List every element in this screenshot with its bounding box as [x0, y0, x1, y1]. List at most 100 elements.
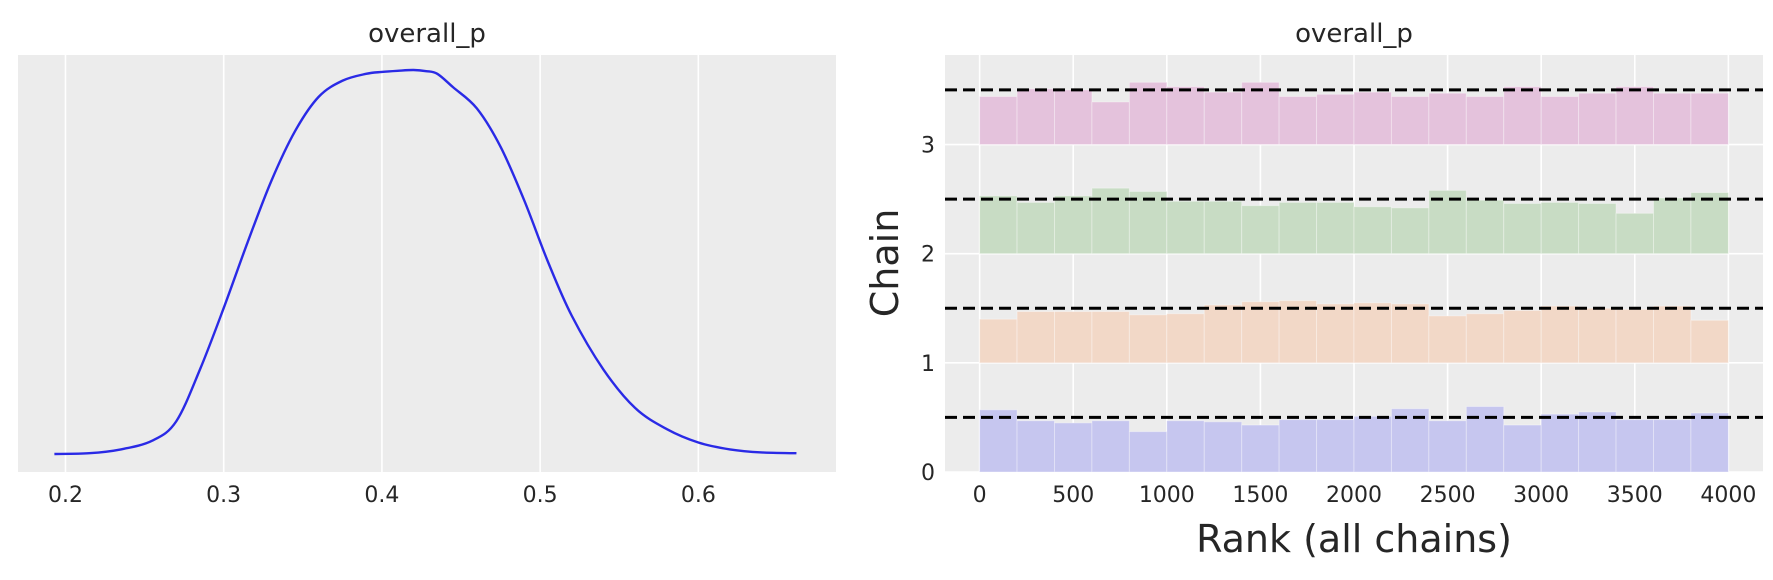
rank-bar-chain-3 — [1615, 86, 1654, 146]
rank-bar-chain-1 — [979, 318, 1018, 364]
rank-bar-chain-2 — [1690, 192, 1729, 255]
rank-bar-chain-1 — [1503, 309, 1542, 364]
rank-bar-chain-3 — [1278, 95, 1318, 146]
rank-x-tick-label: 500 — [1052, 483, 1094, 508]
rank-bar-chain-2 — [1353, 206, 1392, 255]
rank-bar-chain-3 — [1054, 89, 1093, 146]
rank-bar-chain-1 — [1353, 302, 1392, 364]
rank-bar-chain-0 — [1652, 419, 1692, 473]
rank-bar-chain-1 — [1578, 307, 1617, 364]
rank-bar-chain-2 — [1503, 202, 1542, 255]
rank-bar-chain-3 — [1503, 86, 1542, 146]
rank-bar-chain-1 — [1615, 308, 1654, 364]
rank-bar-chain-3 — [1128, 81, 1168, 146]
rank-x-ticks: 0 500 1000 1500 2000 2500 3000 3500 4000 — [973, 483, 1757, 508]
rank-bar-chain-1 — [1054, 311, 1093, 364]
rank-bar-chain-0 — [1091, 420, 1130, 473]
rank-y-ticks: 0 1 2 3 — [921, 134, 935, 486]
rank-bar-chain-3 — [1091, 101, 1130, 146]
rank-bar-chain-1 — [1690, 319, 1729, 364]
rank-x-axis-label: Rank (all chains) — [1196, 517, 1512, 561]
rank-bar-chain-3 — [1540, 95, 1580, 146]
rank-bar-chain-2 — [1016, 201, 1056, 255]
rank-y-tick-label: 0 — [921, 461, 935, 486]
rank-bar-chain-2 — [1540, 201, 1580, 255]
kde-grid — [64, 55, 700, 472]
rank-y-tick-label: 3 — [921, 134, 935, 159]
rank-bar-chain-3 — [1166, 86, 1205, 146]
rank-bar-chain-2 — [1390, 207, 1430, 255]
kde-plot-background — [18, 55, 836, 472]
rank-bar-chain-0 — [1353, 415, 1392, 473]
rank-bar-chain-1 — [1316, 303, 1355, 364]
rank-bar-chain-3 — [979, 95, 1018, 146]
rank-y-tick-label: 1 — [921, 352, 935, 377]
rank-bar-chain-1 — [1166, 313, 1205, 364]
kde-x-tick-label: 0.6 — [681, 483, 716, 508]
rank-bar-chain-0 — [1615, 419, 1654, 473]
rank-bar-chain-2 — [1316, 201, 1355, 255]
rank-bar-chain-0 — [1540, 413, 1580, 473]
rank-bar-chain-0 — [1578, 411, 1617, 473]
rank-x-tick-label: 2000 — [1326, 483, 1382, 508]
rank-bar-chain-1 — [1241, 301, 1280, 364]
rank-bar-chain-3 — [1016, 88, 1056, 146]
kde-x-tick-label: 0.3 — [206, 483, 241, 508]
kde-density-line — [54, 68, 797, 456]
rank-bar-chain-2 — [979, 195, 1018, 255]
rank-y-axis-label: Chain — [863, 209, 907, 318]
rank-x-tick-label: 3500 — [1607, 483, 1663, 508]
rank-bar-chain-2 — [1578, 202, 1617, 255]
rank-bar-chain-0 — [1390, 408, 1430, 473]
kde-x-tick-label: 0.4 — [364, 483, 399, 508]
rank-bar-chain-0 — [1690, 412, 1729, 473]
rank-bar-chain-2 — [1054, 195, 1093, 255]
rank-bar-chain-0 — [1316, 419, 1355, 473]
rank-x-tick-label: 2500 — [1420, 483, 1476, 508]
rank-bar-chain-2 — [1428, 189, 1467, 255]
rank-bar-chain-0 — [1128, 431, 1168, 473]
rank-bar-chain-3 — [1241, 81, 1280, 146]
rank-bar-chain-1 — [1428, 315, 1467, 364]
kde-panel: 0.2 0.3 0.4 0.5 0.6 overall_p — [18, 19, 836, 508]
rank-bar-chain-2 — [1278, 201, 1318, 255]
rank-bars — [979, 81, 1729, 473]
rank-bar-chain-2 — [1465, 199, 1505, 255]
rank-bar-chain-0 — [1241, 424, 1280, 473]
rank-bar-chain-1 — [1091, 311, 1130, 364]
rank-bar-chain-1 — [1390, 303, 1430, 364]
rank-title: overall_p — [1295, 19, 1413, 49]
rank-panel: 0 500 1000 1500 2000 2500 3000 3500 4000 0 1 2 3 ov… — [863, 19, 1763, 561]
rank-bar-chain-1 — [1203, 304, 1243, 364]
rank-bar-chain-3 — [1316, 93, 1355, 146]
rank-bar-chain-1 — [1465, 313, 1505, 364]
rank-bar-chain-3 — [1203, 91, 1243, 146]
kde-x-ticks: 0.2 0.3 0.4 0.5 0.6 — [48, 483, 716, 508]
rank-bar-chain-2 — [1652, 197, 1692, 255]
rank-bar-chain-1 — [1652, 305, 1692, 364]
kde-x-tick-label: 0.2 — [48, 483, 83, 508]
rank-bar-chain-0 — [1203, 421, 1243, 473]
rank-reference-lines — [945, 88, 1763, 419]
rank-bar-chain-1 — [1016, 311, 1056, 364]
rank-bar-chain-2 — [1615, 212, 1654, 255]
kde-x-tick-label: 0.5 — [523, 483, 558, 508]
rank-bar-chain-2 — [1241, 205, 1280, 255]
rank-bar-chain-3 — [1390, 95, 1430, 146]
rank-bar-chain-3 — [1690, 92, 1729, 146]
rank-x-tick-label: 1000 — [1139, 483, 1195, 508]
rank-bar-chain-2 — [1166, 200, 1205, 255]
rank-y-tick-label: 2 — [921, 243, 935, 268]
rank-x-tick-label: 1500 — [1232, 483, 1288, 508]
rank-bar-chain-0 — [1503, 424, 1542, 473]
rank-bar-chain-0 — [1278, 419, 1318, 473]
rank-bar-chain-0 — [1054, 422, 1093, 473]
rank-bar-chain-3 — [1428, 92, 1467, 146]
rank-bar-chain-3 — [1578, 92, 1617, 146]
rank-x-tick-label: 4000 — [1700, 483, 1756, 508]
rank-bar-chain-3 — [1465, 95, 1505, 146]
rank-bar-chain-3 — [1353, 91, 1392, 146]
rank-bar-chain-0 — [1016, 420, 1056, 473]
kde-title: overall_p — [368, 19, 486, 49]
